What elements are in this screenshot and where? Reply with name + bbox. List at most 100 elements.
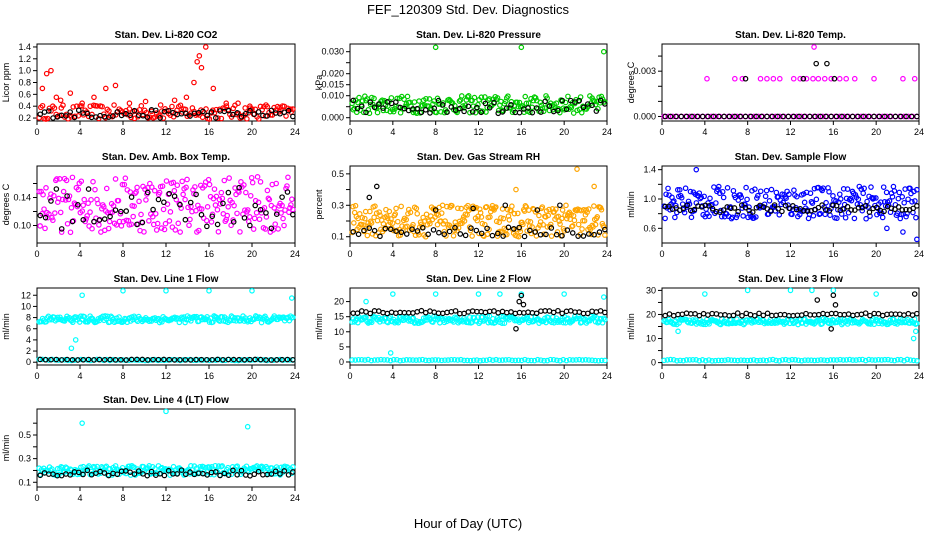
data-point xyxy=(574,166,580,172)
data-point xyxy=(568,104,575,111)
data-point xyxy=(785,113,792,120)
data-point xyxy=(127,469,133,475)
data-point xyxy=(866,209,873,215)
x-tick-label: 12 xyxy=(785,127,795,137)
data-point xyxy=(404,93,411,100)
data-point xyxy=(250,226,257,232)
data-point xyxy=(720,194,727,201)
x-tick-label: 4 xyxy=(702,127,707,137)
data-point xyxy=(218,115,225,122)
data-point xyxy=(732,113,738,120)
data-point xyxy=(861,185,867,192)
data-point xyxy=(263,357,269,363)
y-axis-label: degrees C xyxy=(626,61,636,103)
data-point xyxy=(85,200,91,207)
data-point xyxy=(43,70,50,77)
data-point xyxy=(448,356,455,363)
data-point xyxy=(79,208,86,214)
data-point xyxy=(103,85,109,92)
data-point xyxy=(115,197,122,204)
data-point xyxy=(914,113,920,120)
data-point xyxy=(834,357,840,363)
data-point xyxy=(220,200,226,207)
data-point xyxy=(890,183,897,190)
y-tick-label: 0.8 xyxy=(18,78,31,88)
data-point xyxy=(368,319,375,326)
data-point xyxy=(441,231,448,238)
data-point xyxy=(546,103,553,109)
data-point xyxy=(544,357,551,364)
data-point xyxy=(830,193,836,199)
data-point xyxy=(134,184,140,191)
data-point xyxy=(718,357,725,364)
y-tick-label: 20 xyxy=(334,297,344,307)
x-tick-label: 20 xyxy=(247,249,257,259)
data-point xyxy=(120,218,127,225)
data-point xyxy=(509,357,515,364)
data-point xyxy=(53,176,60,182)
data-point xyxy=(285,107,292,114)
data-point xyxy=(721,113,727,120)
x-tick-label: 12 xyxy=(161,127,171,137)
data-point xyxy=(161,199,167,206)
data-point xyxy=(127,112,133,119)
y-tick-label: 0 xyxy=(651,358,656,368)
data-point xyxy=(779,357,786,363)
data-point xyxy=(202,44,209,50)
data-point xyxy=(573,357,579,363)
data-point xyxy=(75,107,82,114)
data-point xyxy=(215,115,221,121)
data-point xyxy=(225,472,232,478)
y-axis-label: ml/min xyxy=(314,313,324,340)
data-point xyxy=(735,197,742,203)
data-point xyxy=(790,203,796,209)
data-point xyxy=(110,113,116,119)
data-point xyxy=(107,213,113,220)
data-point xyxy=(185,204,191,211)
data-point xyxy=(373,183,380,190)
data-point xyxy=(776,75,783,82)
data-point xyxy=(161,226,168,233)
data-point xyxy=(500,215,507,222)
data-point xyxy=(537,99,544,106)
y-tick-label: 0.1 xyxy=(18,477,31,487)
data-point xyxy=(534,356,541,363)
data-point xyxy=(682,185,689,192)
data-point xyxy=(416,357,423,363)
x-tick-label: 16 xyxy=(828,249,838,259)
data-point xyxy=(513,186,519,193)
data-point xyxy=(885,356,891,363)
data-point xyxy=(139,356,146,363)
data-point xyxy=(85,186,92,192)
data-point xyxy=(493,356,499,363)
panel-8: Stan. Dev. Line 2 Flow ml/min 0 4 8 12 16 20 24 0… xyxy=(314,274,612,381)
data-point xyxy=(182,196,188,203)
x-tick-label: 4 xyxy=(390,371,395,381)
data-point xyxy=(78,103,85,109)
data-point xyxy=(131,203,137,209)
data-point xyxy=(136,198,142,205)
data-point xyxy=(249,179,256,186)
data-point xyxy=(534,207,541,213)
data-point xyxy=(497,291,503,297)
x-tick-label: 8 xyxy=(745,371,750,381)
y-tick-label: 1.2 xyxy=(18,54,31,64)
data-point xyxy=(585,206,592,212)
data-point xyxy=(807,190,814,197)
data-point xyxy=(290,356,296,363)
data-point xyxy=(461,108,467,115)
data-point xyxy=(553,206,559,213)
data-point xyxy=(458,356,464,363)
data-point xyxy=(127,189,134,195)
data-point xyxy=(542,105,548,111)
data-point xyxy=(545,212,552,219)
data-point xyxy=(914,186,920,193)
data-point xyxy=(543,231,549,238)
y-tick-label: 30 xyxy=(646,285,656,295)
data-point xyxy=(757,357,763,364)
data-point xyxy=(397,232,404,238)
data-point xyxy=(81,313,88,320)
data-point xyxy=(458,93,465,99)
y-tick-label: 15 xyxy=(334,312,344,322)
data-point xyxy=(878,357,885,363)
